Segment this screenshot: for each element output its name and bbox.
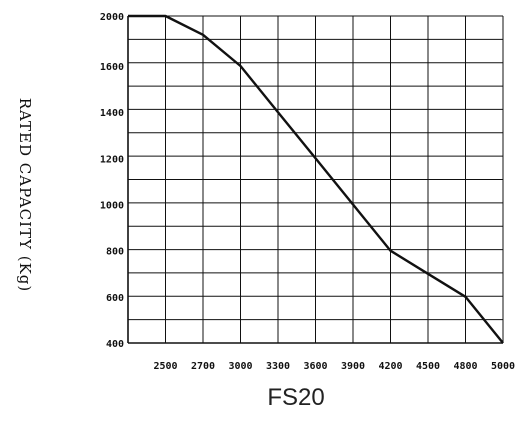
x-tick-label: 2700 bbox=[191, 361, 215, 372]
x-tick-label: 5000 bbox=[491, 361, 515, 372]
x-tick-label: 3900 bbox=[341, 361, 365, 372]
y-tick-label: 600 bbox=[106, 293, 124, 304]
y-tick-label: 800 bbox=[106, 247, 124, 258]
x-tick-label: 2500 bbox=[153, 361, 177, 372]
x-tick-label: 3600 bbox=[303, 361, 327, 372]
y-tick-label: 1600 bbox=[100, 62, 124, 73]
x-tick-label: 4800 bbox=[453, 361, 477, 372]
x-tick-label: 3000 bbox=[228, 361, 252, 372]
chart-series bbox=[128, 14, 504, 344]
x-tick-label: 4200 bbox=[378, 361, 402, 372]
y-tick-label: 1200 bbox=[100, 154, 124, 165]
y-tick-label: 2000 bbox=[100, 12, 124, 23]
y-axis-ticks: 2000 1600 1400 1200 1000 800 600 400 bbox=[100, 12, 124, 350]
y-tick-label: 1000 bbox=[100, 201, 124, 212]
y-tick-label: 1400 bbox=[100, 108, 124, 119]
chart-caption: FS20 bbox=[267, 384, 324, 411]
chart-grid bbox=[127, 15, 504, 344]
y-tick-label: 400 bbox=[106, 339, 124, 350]
y-axis-label: RATED CAPACITY (Kg) bbox=[16, 98, 34, 293]
series-line bbox=[128, 14, 504, 344]
x-axis-ticks: 2500 2700 3000 3300 3600 3900 4200 4500 4800 5000 bbox=[153, 361, 515, 372]
x-tick-label: 4500 bbox=[416, 361, 440, 372]
x-tick-label: 3300 bbox=[266, 361, 290, 372]
